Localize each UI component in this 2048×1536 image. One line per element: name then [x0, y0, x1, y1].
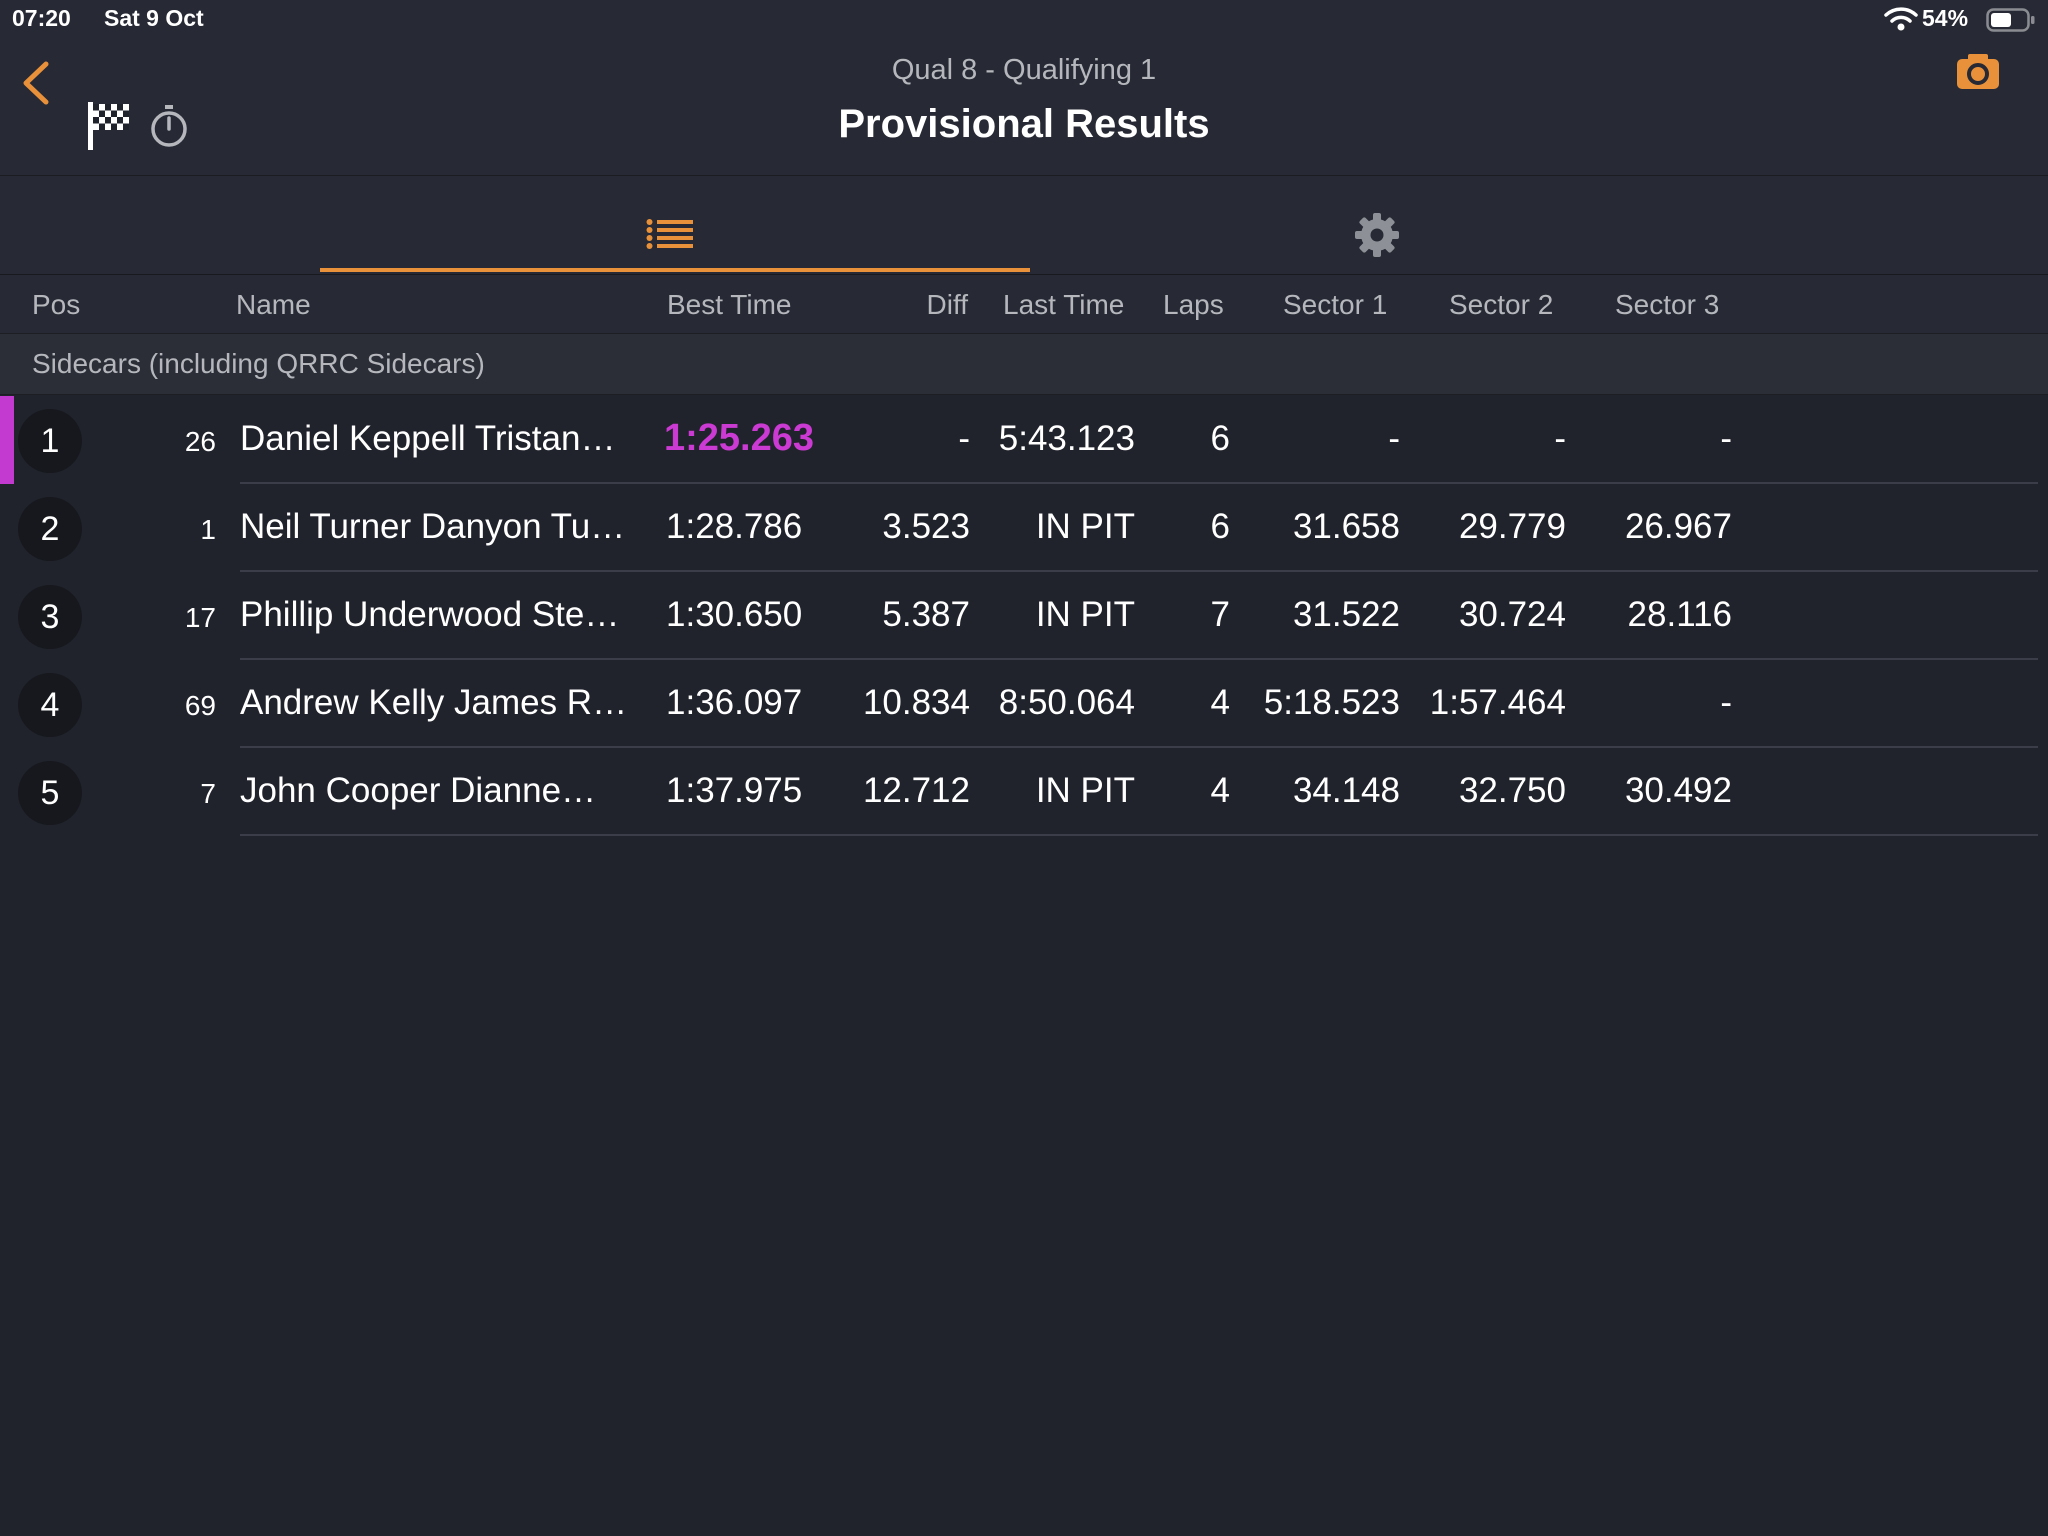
sector-2: 32.750 [1458, 771, 1566, 810]
rider-name: John Cooper Dianne… [240, 771, 597, 810]
back-chevron-icon[interactable] [18, 58, 54, 108]
best-time: 1:28.786 [666, 507, 803, 546]
result-row[interactable]: 2 1 Neil Turner Danyon Tu… 1:28.786 3.52… [0, 484, 2038, 572]
sector-1: 34.148 [1292, 771, 1400, 810]
result-row[interactable]: 4 69 Andrew Kelly James R… 1:36.097 10.8… [0, 660, 2038, 748]
fastest-lap-marker [0, 396, 14, 484]
sector-2: 29.779 [1458, 507, 1566, 546]
col-best-time[interactable]: Best Time [667, 289, 792, 320]
result-row[interactable]: 5 7 John Cooper Dianne… 1:37.975 12.712 … [0, 748, 2038, 836]
page-title: Provisional Results [838, 102, 1210, 146]
row-divider [240, 834, 2038, 836]
rider-number: 1 [200, 514, 216, 545]
battery-icon [1986, 8, 2036, 32]
tab-settings[interactable] [1030, 176, 1730, 274]
stopwatch-icon[interactable] [148, 104, 190, 148]
last-time: IN PIT [1035, 595, 1135, 634]
sector-3: 26.967 [1624, 507, 1732, 546]
app-header: Qual 8 - Qualifying 1 Provisional Result… [0, 0, 2048, 177]
col-sector-2[interactable]: Sector 2 [1449, 289, 1554, 320]
laps: 6 [1210, 419, 1230, 458]
sector-3: - [1720, 683, 1732, 722]
column-header: Pos Name Best Time Diff Last Time Laps S… [0, 275, 2048, 334]
last-time: 5:43.123 [998, 419, 1135, 458]
col-laps[interactable]: Laps [1163, 289, 1224, 320]
position-badge: 3 [18, 585, 82, 649]
laps: 7 [1210, 595, 1230, 634]
sector-1: 31.522 [1292, 595, 1400, 634]
sector-3: - [1720, 419, 1732, 458]
last-time: 8:50.064 [998, 683, 1135, 722]
row-divider [240, 482, 2038, 484]
sector-1: - [1388, 419, 1400, 458]
rider-number: 7 [200, 778, 216, 809]
tab-bar [0, 176, 2048, 276]
col-last-time[interactable]: Last Time [1003, 289, 1125, 320]
diff: 3.523 [882, 507, 970, 546]
best-time: 1:36.097 [666, 683, 803, 722]
laps: 4 [1210, 683, 1230, 722]
col-name[interactable]: Name [236, 289, 311, 320]
sector-2: 1:57.464 [1429, 683, 1566, 722]
sector-2: 30.724 [1458, 595, 1566, 634]
laps: 4 [1210, 771, 1230, 810]
rider-name: Daniel Keppell Tristan… [240, 419, 616, 458]
rider-name: Phillip Underwood Ste… [240, 595, 620, 634]
col-pos[interactable]: Pos [32, 289, 81, 320]
rider-name: Neil Turner Danyon Tu… [240, 507, 626, 546]
diff: 10.834 [862, 683, 970, 722]
sector-2: - [1554, 419, 1566, 458]
rider-number: 69 [184, 690, 216, 721]
rider-number: 26 [184, 426, 216, 457]
status-bar: 07:20 Sat 9 Oct 54% [0, 0, 2048, 40]
tab-results-list[interactable] [320, 176, 1030, 274]
status-time: 07:20 [12, 5, 71, 31]
status-date: Sat 9 Oct [104, 5, 204, 31]
result-row[interactable]: 1 26 Daniel Keppell Tristan… 1:25.263 - … [0, 396, 2038, 484]
active-tab-indicator [320, 268, 1030, 272]
diff: 5.387 [882, 595, 970, 634]
position-badge: 5 [18, 761, 82, 825]
class-group-header: Sidecars (including QRRC Sidecars) [0, 334, 2048, 395]
sector-3: 30.492 [1624, 771, 1732, 810]
list-icon [646, 218, 694, 250]
row-divider [240, 746, 2038, 748]
best-time: 1:37.975 [666, 771, 803, 810]
laps: 6 [1210, 507, 1230, 546]
session-subtitle: Qual 8 - Qualifying 1 [891, 54, 1157, 86]
col-diff[interactable]: Diff [926, 289, 969, 320]
sector-1: 5:18.523 [1263, 683, 1400, 722]
last-time: IN PIT [1035, 507, 1135, 546]
col-sector-1[interactable]: Sector 1 [1283, 289, 1388, 320]
wifi-icon [1884, 6, 1918, 32]
row-divider [240, 570, 2038, 572]
last-time: IN PIT [1035, 771, 1135, 810]
camera-icon[interactable] [1956, 52, 2000, 90]
diff: - [958, 419, 970, 458]
position-badge: 4 [18, 673, 82, 737]
rider-number: 17 [184, 602, 216, 633]
position-badge: 1 [18, 409, 82, 473]
position-badge: 2 [18, 497, 82, 561]
class-group-label: Sidecars (including QRRC Sidecars) [32, 348, 485, 379]
diff: 12.712 [862, 771, 970, 810]
result-row[interactable]: 3 17 Phillip Underwood Ste… 1:30.650 5.3… [0, 572, 2038, 660]
sector-3: 28.116 [1627, 595, 1732, 634]
best-time: 1:30.650 [666, 595, 803, 634]
checkered-flag-icon[interactable] [86, 100, 132, 152]
rider-name: Andrew Kelly James R… [240, 683, 628, 722]
battery-percent: 54% [1922, 5, 1969, 31]
row-divider [240, 658, 2038, 660]
gear-icon [1354, 212, 1400, 258]
best-time: 1:25.263 [664, 417, 815, 459]
col-sector-3[interactable]: Sector 3 [1615, 289, 1720, 320]
sector-1: 31.658 [1292, 507, 1400, 546]
